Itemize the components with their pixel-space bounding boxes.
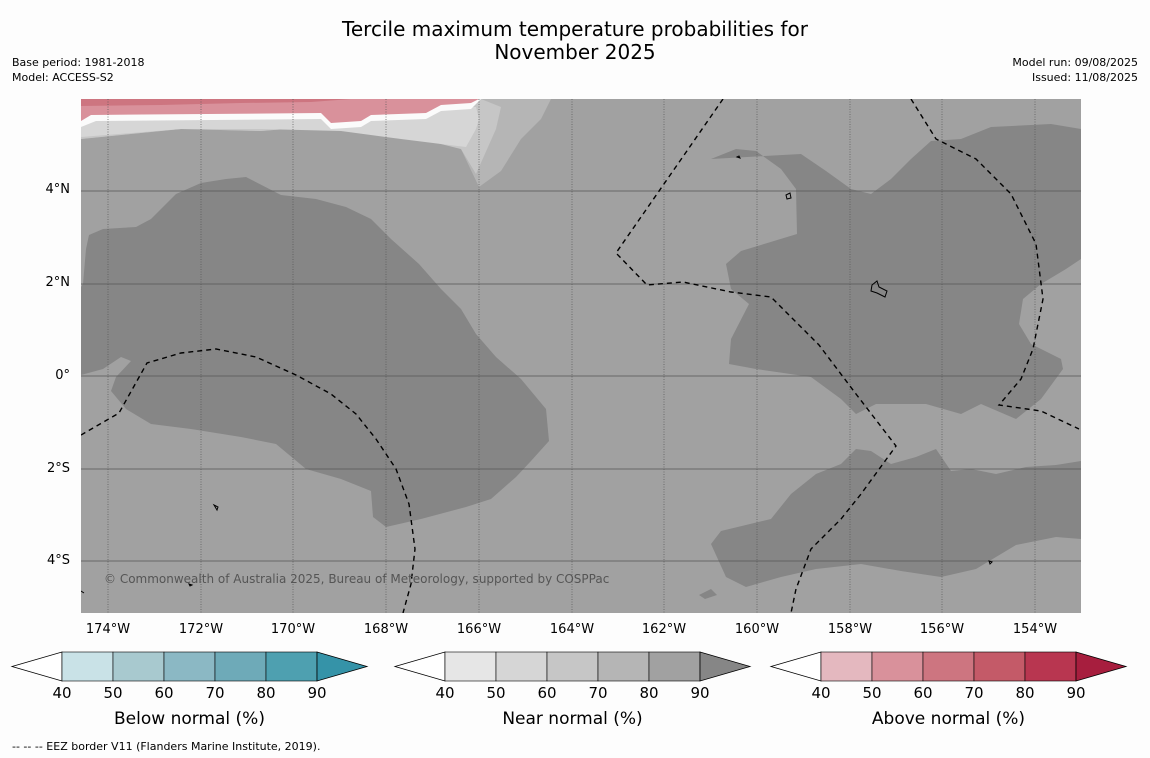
islands — [81, 155, 993, 594]
title-line-1: Tercile maximum temperature probabilitie… — [342, 17, 808, 41]
x-label-160w: 160°W — [734, 622, 780, 637]
model-run: Model run: 09/08/2025 — [1012, 56, 1138, 69]
island-tabuaeran — [785, 192, 792, 200]
x-label-162w: 162°W — [641, 622, 687, 637]
cb-above-tick-50: 50 — [862, 684, 882, 702]
cb-near-arrow-right — [699, 651, 752, 682]
cb-above-seg-3 — [922, 651, 975, 682]
cb-above-seg-2 — [871, 651, 924, 682]
cb-below-tick-70: 70 — [205, 684, 225, 702]
x-label-170w: 170°W — [270, 622, 316, 637]
cb-above-arrow-right — [1075, 651, 1128, 682]
cb-below-tick-40: 40 — [52, 684, 72, 702]
cb-below-tick-60: 60 — [154, 684, 174, 702]
cb-near-seg-1 — [444, 651, 497, 682]
colorbar-near-normal — [393, 651, 752, 682]
region-above-60 — [81, 99, 351, 106]
x-label-166w: 166°W — [456, 622, 502, 637]
island-small-3 — [81, 590, 85, 594]
region-90-west — [81, 177, 549, 527]
cb-above-label: Above normal (%) — [871, 709, 1026, 729]
region-above-50 — [81, 99, 479, 123]
y-label-2n: 2°N — [45, 275, 71, 290]
meta-right: Model run: 09/08/2025 Issued: 11/08/2025 — [1012, 55, 1138, 85]
cb-above-tick-60: 60 — [913, 684, 933, 702]
y-label-4s: 4°S — [46, 553, 70, 568]
cb-near-tick-90: 90 — [690, 684, 710, 702]
x-label-172w: 172°W — [178, 622, 224, 637]
cb-below-arrow-right — [316, 651, 369, 682]
issued-date: Issued: 11/08/2025 — [1031, 71, 1138, 84]
x-label-154w: 154°W — [1012, 622, 1058, 637]
cb-near-seg-4 — [597, 651, 650, 682]
cb-near-tick-80: 80 — [639, 684, 659, 702]
x-label-158w: 158°W — [827, 622, 873, 637]
cb-near-label: Near normal (%) — [502, 709, 643, 729]
x-label-168w: 168°W — [363, 622, 409, 637]
island-kiritimati — [870, 280, 888, 298]
model-name: Model: ACCESS-S2 — [12, 71, 114, 84]
island-small-1 — [988, 560, 993, 565]
cb-above-tick-40: 40 — [811, 684, 831, 702]
chart-title: Tercile maximum temperature probabilitie… — [0, 18, 1150, 64]
cb-below-tick-80: 80 — [256, 684, 276, 702]
region-90-patch — [699, 589, 717, 599]
cb-above-arrow-left — [769, 651, 822, 682]
cb-below-seg-1 — [61, 651, 114, 682]
cb-near-seg-5 — [648, 651, 701, 682]
cb-below-seg-4 — [214, 651, 267, 682]
cb-below-arrow-left — [10, 651, 63, 682]
x-label-164w: 164°W — [549, 622, 595, 637]
cb-above-seg-5 — [1024, 651, 1077, 682]
island-small-2 — [188, 583, 194, 587]
cb-below-seg-3 — [163, 651, 216, 682]
grid-lines — [107, 99, 1036, 613]
latitude-lines — [81, 190, 1081, 562]
base-period: Base period: 1981-2018 — [12, 56, 145, 69]
cb-near-seg-2 — [495, 651, 548, 682]
cb-near-tick-40: 40 — [435, 684, 455, 702]
region-90-east — [711, 124, 1081, 419]
eez-borders — [81, 99, 1080, 613]
colorbar-below-normal — [10, 651, 369, 682]
eez-footnote: -- -- -- EEZ border V11 (Flanders Marine… — [12, 740, 321, 753]
y-label-eq: 0° — [55, 368, 70, 383]
cb-below-label: Below normal (%) — [114, 709, 265, 729]
cb-above-tick-80: 80 — [1015, 684, 1035, 702]
island-teraina — [735, 155, 741, 159]
forecast-map — [81, 99, 1081, 613]
region-90-south — [711, 449, 1081, 587]
meta-left: Base period: 1981-2018 Model: ACCESS-S2 — [12, 55, 144, 85]
cb-near-tick-60: 60 — [537, 684, 557, 702]
cb-below-seg-2 — [112, 651, 165, 682]
y-label-4n: 4°N — [45, 182, 71, 197]
cb-below-tick-90: 90 — [307, 684, 327, 702]
cb-near-tick-70: 70 — [588, 684, 608, 702]
title-line-2: November 2025 — [494, 40, 656, 64]
cb-above-tick-90: 90 — [1066, 684, 1086, 702]
cb-above-seg-4 — [973, 651, 1026, 682]
eez-border-east — [910, 99, 1080, 430]
cb-below-tick-50: 50 — [103, 684, 123, 702]
cb-above-tick-70: 70 — [964, 684, 984, 702]
cb-near-tick-50: 50 — [486, 684, 506, 702]
cb-above-seg-1 — [820, 651, 873, 682]
cb-near-seg-3 — [546, 651, 599, 682]
cb-near-arrow-left — [393, 651, 446, 682]
x-label-174w: 174°W — [85, 622, 131, 637]
copyright-notice: © Commonwealth of Australia 2025, Bureau… — [104, 572, 610, 586]
y-label-2s: 2°S — [46, 461, 70, 476]
eez-border-line-islands — [615, 99, 897, 613]
cb-below-seg-5 — [265, 651, 318, 682]
island-tarawa — [212, 503, 219, 512]
x-label-156w: 156°W — [919, 622, 965, 637]
colorbar-above-normal — [769, 651, 1128, 682]
